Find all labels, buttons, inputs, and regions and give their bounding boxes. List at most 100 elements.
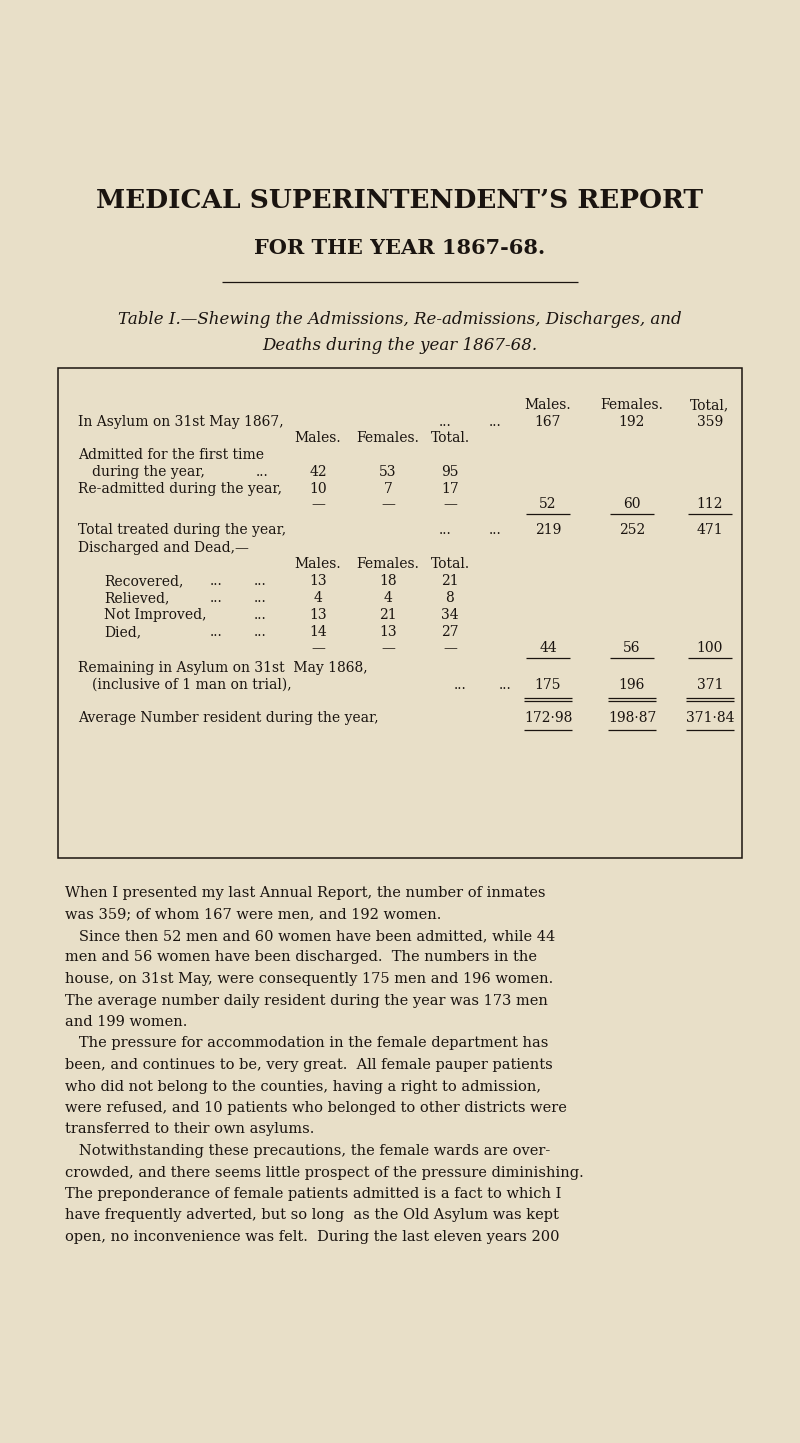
Text: 112: 112 — [697, 496, 723, 511]
Text: ...: ... — [489, 522, 502, 537]
Text: Re-admitted during the year,: Re-admitted during the year, — [78, 482, 282, 496]
Text: 17: 17 — [441, 482, 459, 496]
Text: Males.: Males. — [294, 557, 342, 571]
Text: 4: 4 — [383, 592, 393, 605]
Text: transferred to their own asylums.: transferred to their own asylums. — [65, 1123, 314, 1137]
Text: Admitted for the first time: Admitted for the first time — [78, 447, 264, 462]
Text: 18: 18 — [379, 574, 397, 587]
Text: 10: 10 — [309, 482, 327, 496]
Text: Females.: Females. — [357, 557, 419, 571]
Text: men and 56 women have been discharged.  The numbers in the: men and 56 women have been discharged. T… — [65, 951, 537, 964]
Text: 371: 371 — [697, 678, 723, 693]
Text: 8: 8 — [446, 592, 454, 605]
Text: Deaths during the year 1867-68.: Deaths during the year 1867-68. — [262, 336, 538, 354]
Text: ...: ... — [254, 625, 266, 639]
Text: 60: 60 — [623, 496, 641, 511]
Text: Total treated during the year,: Total treated during the year, — [78, 522, 286, 537]
Text: —: — — [311, 496, 325, 511]
Text: who did not belong to the counties, having a right to admission,: who did not belong to the counties, havi… — [65, 1079, 541, 1094]
Text: —: — — [443, 641, 457, 655]
Bar — [58, 368, 742, 859]
Text: Females.: Females. — [357, 431, 419, 444]
Text: —: — — [443, 496, 457, 511]
Text: In Asylum on 31st May 1867,: In Asylum on 31st May 1867, — [78, 416, 284, 429]
Text: ...: ... — [254, 574, 266, 587]
Text: Remaining in Asylum on 31st  May 1868,: Remaining in Asylum on 31st May 1868, — [78, 661, 368, 675]
Text: ...: ... — [498, 678, 511, 693]
Text: Recovered,: Recovered, — [104, 574, 183, 587]
Text: Males.: Males. — [525, 398, 571, 413]
Text: Table I.—Shewing the Admissions, Re-admissions, Discharges, and: Table I.—Shewing the Admissions, Re-admi… — [118, 312, 682, 329]
Text: —: — — [381, 641, 395, 655]
Text: The pressure for accommodation in the female department has: The pressure for accommodation in the fe… — [65, 1036, 548, 1051]
Text: MEDICAL SUPERINTENDENT’S REPORT: MEDICAL SUPERINTENDENT’S REPORT — [97, 188, 703, 212]
Text: Females.: Females. — [601, 398, 663, 413]
Text: crowded, and there seems little prospect of the pressure diminishing.: crowded, and there seems little prospect… — [65, 1166, 584, 1179]
Text: 167: 167 — [534, 416, 562, 429]
Text: 95: 95 — [442, 465, 458, 479]
Text: Relieved,: Relieved, — [104, 592, 170, 605]
Text: 53: 53 — [379, 465, 397, 479]
Text: 4: 4 — [314, 592, 322, 605]
Text: ...: ... — [256, 465, 268, 479]
Text: ...: ... — [254, 592, 266, 605]
Text: ...: ... — [210, 625, 222, 639]
Text: house, on 31st May, were consequently 175 men and 196 women.: house, on 31st May, were consequently 17… — [65, 973, 554, 986]
Text: ...: ... — [489, 416, 502, 429]
Text: were refused, and 10 patients who belonged to other districts were: were refused, and 10 patients who belong… — [65, 1101, 567, 1115]
Text: —: — — [311, 641, 325, 655]
Text: Since then 52 men and 60 women have been admitted, while 44: Since then 52 men and 60 women have been… — [65, 929, 555, 942]
Text: Males.: Males. — [294, 431, 342, 444]
Text: 13: 13 — [309, 608, 327, 622]
Text: ...: ... — [438, 522, 451, 537]
Text: 42: 42 — [309, 465, 327, 479]
Text: and 199 women.: and 199 women. — [65, 1014, 187, 1029]
Text: FOR THE YEAR 1867-68.: FOR THE YEAR 1867-68. — [254, 238, 546, 258]
Text: ...: ... — [210, 592, 222, 605]
Text: 100: 100 — [697, 641, 723, 655]
Text: 198·87: 198·87 — [608, 711, 656, 724]
Text: 7: 7 — [383, 482, 393, 496]
Text: Discharged and Dead,—: Discharged and Dead,— — [78, 541, 249, 556]
Text: 175: 175 — [534, 678, 562, 693]
Text: 34: 34 — [441, 608, 459, 622]
Text: 252: 252 — [619, 522, 645, 537]
Text: ...: ... — [210, 574, 222, 587]
Text: 27: 27 — [441, 625, 459, 639]
Text: When I presented my last Annual Report, the number of inmates: When I presented my last Annual Report, … — [65, 886, 546, 900]
Text: Total.: Total. — [430, 557, 470, 571]
Text: 371·84: 371·84 — [686, 711, 734, 724]
Text: been, and continues to be, very great.  All female pauper patients: been, and continues to be, very great. A… — [65, 1058, 553, 1072]
Text: was 359; of whom 167 were men, and 192 women.: was 359; of whom 167 were men, and 192 w… — [65, 908, 442, 922]
Text: The average number daily resident during the year was 173 men: The average number daily resident during… — [65, 993, 548, 1007]
Text: 471: 471 — [697, 522, 723, 537]
Text: 14: 14 — [309, 625, 327, 639]
Text: 21: 21 — [379, 608, 397, 622]
Text: Total,: Total, — [690, 398, 730, 413]
Text: 219: 219 — [535, 522, 561, 537]
Text: 172·98: 172·98 — [524, 711, 572, 724]
Text: open, no inconvenience was felt.  During the last eleven years 200: open, no inconvenience was felt. During … — [65, 1229, 559, 1244]
Text: 196: 196 — [619, 678, 645, 693]
Text: Average Number resident during the year,: Average Number resident during the year, — [78, 711, 378, 724]
Text: ...: ... — [254, 608, 266, 622]
Text: ...: ... — [438, 416, 451, 429]
Text: The preponderance of female patients admitted is a fact to which I: The preponderance of female patients adm… — [65, 1188, 562, 1201]
Text: (inclusive of 1 man on trial),: (inclusive of 1 man on trial), — [92, 678, 292, 693]
Text: Notwithstanding these precautions, the female wards are over-: Notwithstanding these precautions, the f… — [65, 1144, 550, 1157]
Text: Not Improved,: Not Improved, — [104, 608, 206, 622]
Text: 192: 192 — [619, 416, 645, 429]
Text: 13: 13 — [379, 625, 397, 639]
Text: 44: 44 — [539, 641, 557, 655]
Text: Died,: Died, — [104, 625, 141, 639]
Text: 21: 21 — [441, 574, 459, 587]
Text: ...: ... — [454, 678, 466, 693]
Text: 359: 359 — [697, 416, 723, 429]
Text: during the year,: during the year, — [92, 465, 205, 479]
Text: 56: 56 — [623, 641, 641, 655]
Text: 13: 13 — [309, 574, 327, 587]
Text: 52: 52 — [539, 496, 557, 511]
Text: Total.: Total. — [430, 431, 470, 444]
Text: have frequently adverted, but so long  as the Old Asylum was kept: have frequently adverted, but so long as… — [65, 1208, 559, 1222]
Text: —: — — [381, 496, 395, 511]
